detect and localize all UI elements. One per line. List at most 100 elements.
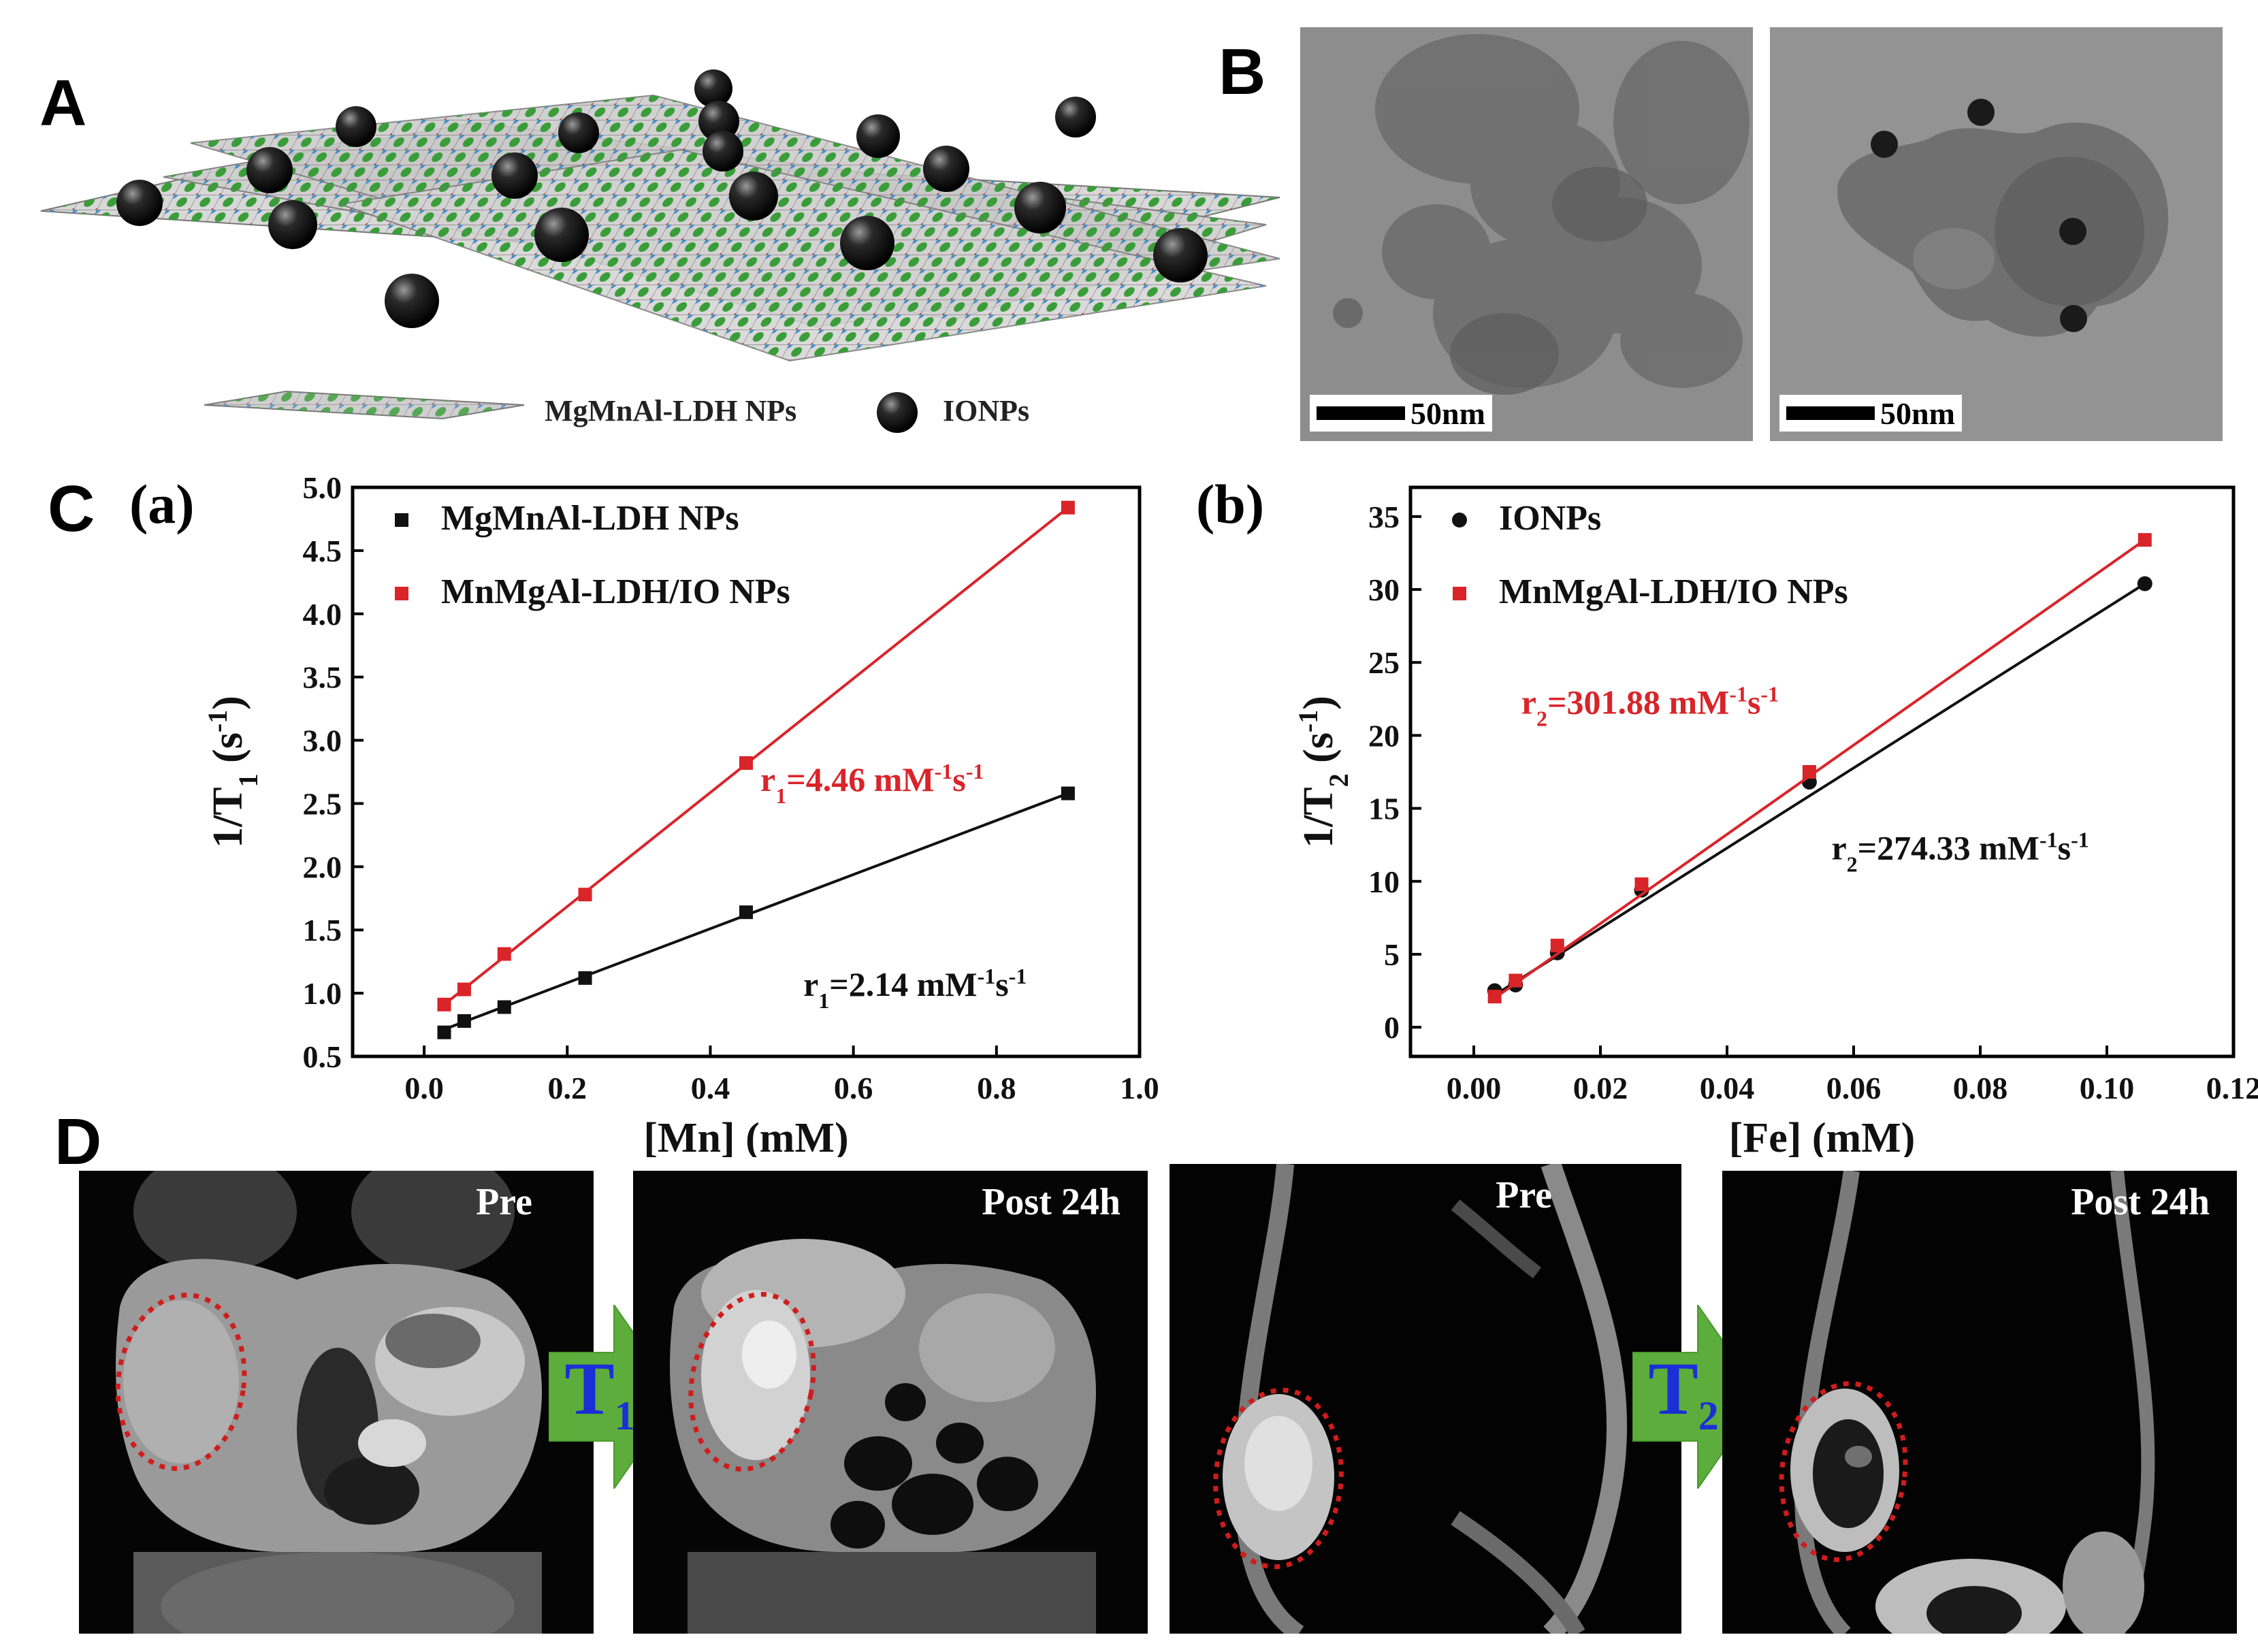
ionp-sphere — [698, 101, 739, 142]
y-tick-label: 3.5 — [303, 660, 342, 695]
legend-label: MgMnAl-LDH NPs — [441, 499, 739, 538]
x-tick-label: 0.10 — [2080, 1071, 2135, 1105]
y-axis-label: 1/T2 (s-1) — [1293, 696, 1354, 848]
data-point — [1061, 500, 1075, 515]
legend-marker — [1452, 513, 1467, 528]
ionp-sphere — [534, 208, 589, 262]
x-tick-label: 0.04 — [1700, 1071, 1755, 1105]
plot-frame — [1408, 485, 2236, 1058]
mri-label: Pre — [476, 1181, 532, 1223]
plot-frame — [351, 485, 1142, 1058]
data-point — [739, 756, 753, 770]
ionp-sphere — [856, 114, 900, 158]
legend-label: IONPs — [1499, 499, 1601, 538]
tem-image-ldh: 50nm — [1300, 27, 1753, 441]
legend-io-label: IONPs — [943, 394, 1029, 427]
relaxivity-annotation: r2=274.33 mM-1s-1 — [1831, 828, 2088, 877]
x-tick-label: 0.6 — [834, 1071, 873, 1105]
tumor-roi-outline — [1779, 1381, 1908, 1562]
chart-panel-label: (a) — [129, 473, 195, 535]
ionp-sphere — [385, 274, 439, 328]
ionp-sphere — [729, 172, 778, 221]
x-tick-label: 0.8 — [977, 1071, 1016, 1105]
legend-ldh-label: MgMnAl-LDH NPs — [545, 394, 796, 427]
x-tick-label: 0.2 — [548, 1071, 587, 1105]
fit-line — [443, 506, 1069, 1006]
data-point — [2138, 533, 2152, 547]
relaxivity-annotation: r2=301.88 mM-1s-1 — [1521, 681, 1779, 730]
panel-d-label: D — [54, 1105, 102, 1178]
chart-panel-label: (b) — [1196, 473, 1264, 535]
panel-a-label: A — [39, 67, 87, 140]
ionp-sphere — [694, 69, 732, 108]
y-tick-label: 1.0 — [303, 976, 342, 1011]
mri-label: Post 24h — [982, 1181, 1120, 1223]
data-point — [497, 947, 511, 961]
y-tick-label: 4.5 — [303, 534, 342, 568]
scale-bar-right: 50nm — [1779, 395, 1962, 432]
ionp-sphere — [246, 147, 293, 193]
ionp-sphere — [1055, 97, 1096, 137]
y-tick-label: 20 — [1368, 718, 1400, 753]
data-point — [1550, 939, 1564, 953]
y-tick-label: 1.5 — [303, 913, 342, 948]
data-point — [1802, 765, 1816, 779]
legend-marker — [1453, 587, 1466, 600]
x-tick-label: 0.0 — [404, 1071, 444, 1105]
x-axis-label: [Mn] (mM) — [643, 1115, 848, 1157]
x-tick-label: 0.06 — [1826, 1071, 1882, 1105]
t2-arrow-text: T2 — [1648, 1347, 1719, 1438]
data-point — [1509, 973, 1523, 988]
x-tick-label: 0.00 — [1447, 1071, 1502, 1105]
data-point — [1061, 786, 1075, 800]
mri-t1-post: Post 24h — [633, 1171, 1148, 1634]
tumor-roi-outline — [1213, 1387, 1344, 1570]
ionp-sphere — [1153, 228, 1208, 282]
panel-a-legend: MgMnAl-LDH NPs IONPs — [204, 390, 1029, 433]
fit-line — [443, 792, 1069, 1031]
ionp-sphere — [116, 180, 163, 226]
legend-marker — [395, 587, 408, 600]
data-point — [1487, 990, 1502, 1004]
x-tick-label: 0.02 — [1573, 1071, 1628, 1105]
ionp-sphere — [1014, 182, 1066, 233]
mri-t1-pre: Pre — [79, 1171, 594, 1634]
y-tick-label: 35 — [1368, 500, 1400, 534]
ionp-sphere — [491, 152, 538, 199]
fit-line — [1494, 538, 2146, 999]
data-point — [437, 997, 451, 1011]
ionp-spheres — [116, 69, 1208, 328]
legend-marker — [395, 513, 408, 527]
data-point — [457, 982, 471, 997]
x-tick-label: 1.0 — [1120, 1071, 1159, 1105]
panel-b-label: B — [1219, 35, 1266, 108]
x-axis-label: [Fe] (mM) — [1729, 1115, 1916, 1157]
t1-arrow-text: T1 — [564, 1347, 635, 1438]
data-point — [2137, 576, 2152, 592]
data-point — [739, 905, 753, 920]
y-tick-label: 2.5 — [303, 786, 342, 821]
ldh-schematic: MgMnAl-LDH NPs IONPs — [40, 69, 1280, 433]
ionp-sphere — [840, 216, 894, 270]
y-tick-label: 25 — [1368, 645, 1400, 680]
mri-t2-post: Post 24h — [1722, 1171, 2237, 1634]
scale-bar-left: 50nm — [1310, 395, 1492, 432]
ionp-sphere — [558, 112, 599, 153]
ionp-legend-icon — [877, 392, 918, 433]
chart-r2-relaxivity: (b) 0.00 0.02 0.04 0.06 0.08 0.10 0.12 0 5 10 15 20 2… — [1196, 473, 2258, 1157]
ionp-sphere — [268, 200, 317, 249]
y-tick-label: 10 — [1368, 864, 1400, 899]
panel-c-label: C — [48, 472, 95, 545]
fit-line — [1494, 582, 2146, 997]
x-tick-label: 0.12 — [2206, 1071, 2258, 1105]
data-point — [497, 1000, 511, 1014]
data-point — [1634, 877, 1649, 892]
mri-label: Pre — [1496, 1174, 1552, 1216]
data-point — [457, 1014, 471, 1028]
y-tick-label: 30 — [1368, 572, 1400, 607]
x-tick-label: 0.4 — [691, 1071, 730, 1105]
y-tick-label: 0 — [1384, 1010, 1400, 1045]
data-point — [578, 971, 592, 985]
relaxivity-annotation: r1=2.14 mM-1s-1 — [803, 964, 1027, 1013]
